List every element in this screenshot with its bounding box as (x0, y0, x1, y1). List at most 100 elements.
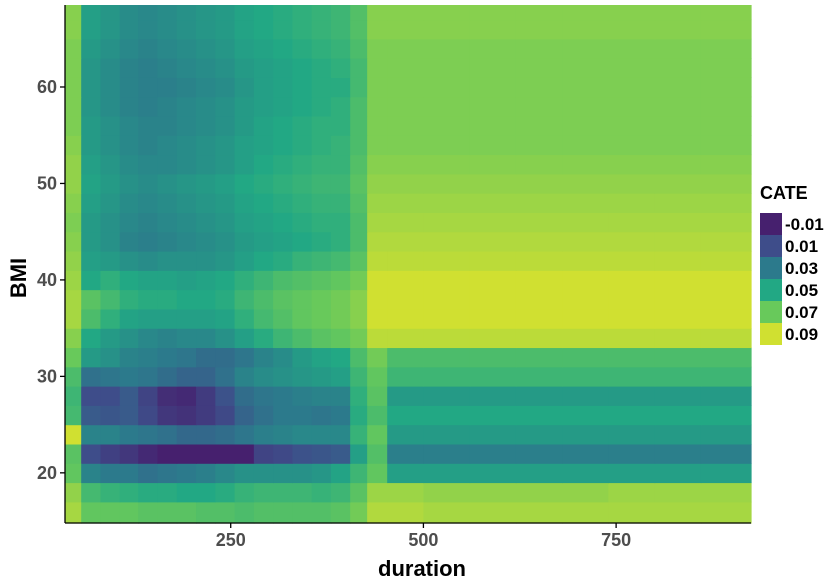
heatmap-cell (273, 250, 293, 271)
heatmap-cell (157, 231, 178, 252)
heatmap-cell (367, 366, 388, 387)
heatmap-cell (469, 212, 517, 233)
heatmap-cell (119, 135, 139, 156)
heatmap-cell (119, 173, 139, 194)
heatmap-cell (654, 386, 702, 406)
heatmap-cell (215, 386, 236, 406)
heatmap-cell (119, 463, 139, 484)
heatmap-cell (81, 328, 102, 349)
legend-swatch (760, 323, 782, 345)
heatmap-cell (330, 482, 351, 503)
heatmap-cell (367, 231, 388, 252)
heatmap-cell (138, 250, 159, 271)
heatmap-cell (608, 231, 656, 252)
heatmap-cell (81, 308, 102, 329)
heatmap-cell (367, 96, 388, 117)
heatmap-cell (350, 212, 368, 233)
heatmap-cell (81, 135, 102, 156)
heatmap-cell (138, 405, 159, 426)
heatmap-cell (515, 270, 563, 291)
heatmap-cell (119, 443, 139, 464)
heatmap-cell (119, 424, 139, 445)
heatmap-cell (157, 115, 178, 136)
heatmap-cell (215, 154, 236, 175)
heatmap-cell (423, 289, 471, 310)
heatmap-cell (515, 173, 563, 194)
heatmap-cell (608, 501, 656, 524)
heatmap-cell (387, 463, 425, 484)
heatmap-cell (119, 96, 139, 117)
legend-swatch (760, 279, 782, 301)
heatmap-cell (215, 96, 236, 117)
heatmap-cell (253, 135, 274, 156)
heatmap-cell (654, 193, 702, 213)
heatmap-cell (176, 405, 197, 426)
heatmap-cell (234, 270, 255, 291)
heatmap-cell (387, 58, 425, 78)
heatmap-cell (654, 212, 702, 233)
heatmap-cell (196, 289, 216, 310)
heatmap-cell (196, 501, 216, 524)
heatmap-cell (253, 270, 274, 291)
heatmap-cell (157, 386, 178, 406)
heatmap-cell (100, 135, 121, 156)
heatmap-cell (367, 463, 388, 484)
heatmap-cell (387, 173, 425, 194)
heatmap-cell (196, 77, 216, 98)
heatmap-cell (292, 482, 313, 503)
heatmap-cell (469, 250, 517, 271)
heatmap-cell (515, 38, 563, 59)
heatmap-cell (100, 173, 121, 194)
heatmap-cell (654, 424, 702, 445)
heatmap-cell (215, 5, 236, 21)
heatmap-cell (387, 501, 425, 524)
heatmap-cell (330, 405, 351, 426)
heatmap-cell (608, 482, 656, 503)
heatmap-cell (81, 173, 102, 194)
heatmap-cell (176, 154, 197, 175)
heatmap-cell (100, 193, 121, 213)
heatmap-cell (387, 38, 425, 59)
heatmap-cell (562, 366, 610, 387)
heatmap-cell (138, 308, 159, 329)
heatmap-cell (253, 212, 274, 233)
heatmap-cell (292, 347, 313, 368)
heatmap-cell (654, 270, 702, 291)
heatmap-cell (423, 424, 471, 445)
heatmap-cell (515, 424, 563, 445)
heatmap-cell (311, 173, 332, 194)
heatmap-cell (515, 405, 563, 426)
heatmap-cell (350, 463, 368, 484)
heatmap-cell (608, 77, 656, 98)
heatmap-cell (65, 193, 82, 213)
heatmap-cell (350, 482, 368, 503)
heatmap-cell (515, 19, 563, 40)
heatmap-cell (423, 347, 471, 368)
heatmap-cell (215, 115, 236, 136)
heatmap-cell (273, 38, 293, 59)
heatmap-cell (387, 231, 425, 252)
heatmap-cell (176, 463, 197, 484)
heatmap-cell (562, 482, 610, 503)
heatmap-cell (253, 501, 274, 524)
heatmap-cell (138, 482, 159, 503)
heatmap-cell (234, 405, 255, 426)
heatmap-cell (81, 482, 102, 503)
heatmap-cell (234, 328, 255, 349)
heatmap-cell (138, 366, 159, 387)
heatmap-cell (81, 405, 102, 426)
heatmap-cell (423, 58, 471, 78)
heatmap-cell (273, 58, 293, 78)
heatmap-cell (515, 366, 563, 387)
heatmap-cell (81, 154, 102, 175)
heatmap-cell (65, 501, 82, 524)
heatmap-cell (215, 347, 236, 368)
heatmap-cell (562, 463, 610, 484)
heatmap-cell (311, 366, 332, 387)
heatmap-cell (654, 231, 702, 252)
heatmap-cell (330, 386, 351, 406)
heatmap-cell (119, 38, 139, 59)
heatmap-cell (81, 77, 102, 98)
heatmap-cell (176, 173, 197, 194)
heatmap-cell (100, 366, 121, 387)
